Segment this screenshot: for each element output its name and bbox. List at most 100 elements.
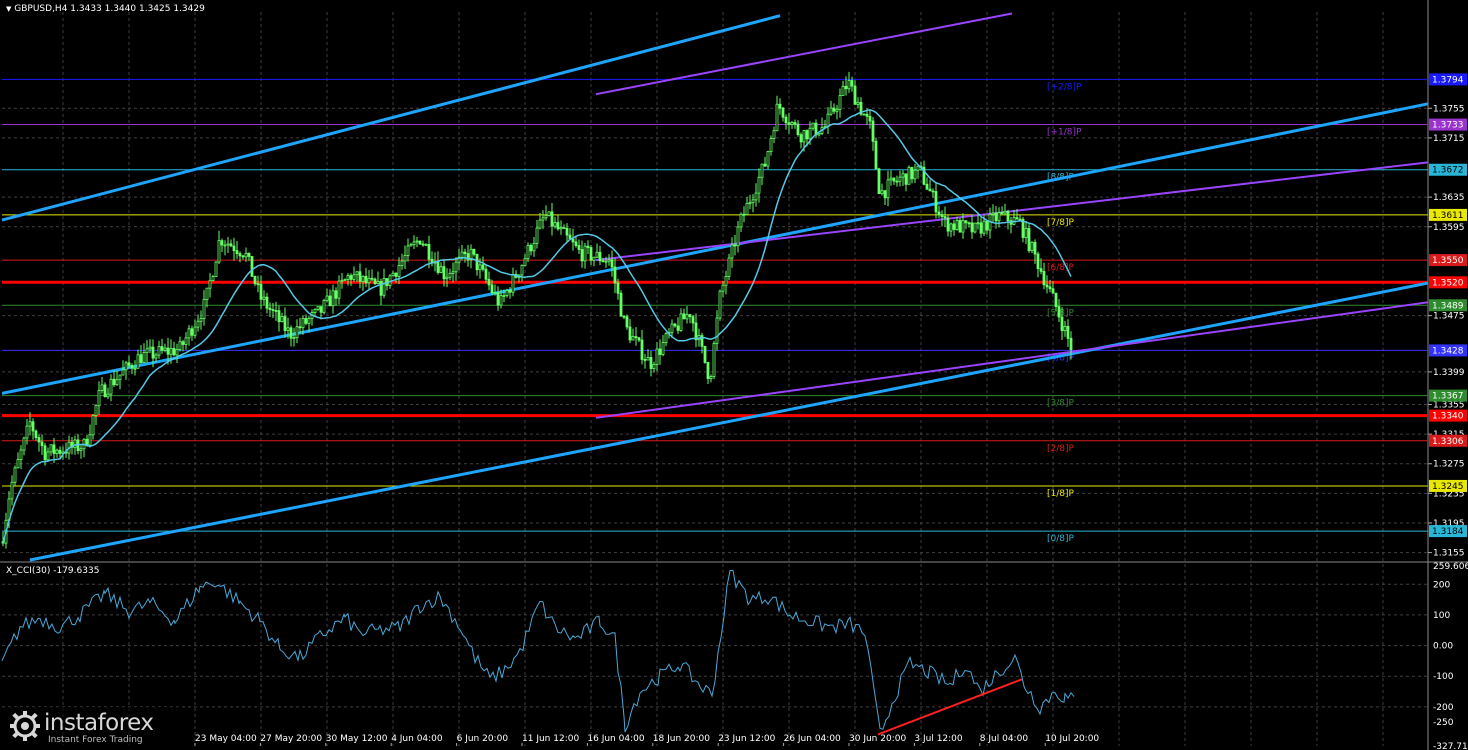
candle-body bbox=[127, 362, 131, 366]
candle-body bbox=[175, 349, 179, 356]
time-tick-label: 30 Jun 20:00 bbox=[849, 734, 906, 744]
candle-body bbox=[31, 421, 35, 432]
murrey-price-tag-label: 1.3489 bbox=[1432, 301, 1464, 311]
murrey-price-tag-label: 1.3550 bbox=[1432, 256, 1464, 266]
candle-body bbox=[811, 122, 815, 129]
candle-body bbox=[442, 266, 446, 280]
candle-body bbox=[181, 341, 185, 345]
candle-body bbox=[382, 278, 386, 296]
candle-body bbox=[37, 437, 41, 443]
red-line-price-tag-label: 1.3340 bbox=[1432, 412, 1464, 422]
cci-divergence-line bbox=[877, 678, 1023, 736]
candle-body bbox=[745, 202, 749, 215]
candle-body bbox=[169, 348, 173, 355]
candle-body bbox=[211, 276, 215, 282]
instaforex-logo-icon bbox=[10, 711, 40, 741]
murrey-price-tag-bg bbox=[1429, 118, 1467, 131]
candle-body bbox=[997, 212, 1001, 222]
candle-body bbox=[259, 283, 263, 300]
candle-body bbox=[205, 287, 209, 300]
candle-body bbox=[379, 281, 383, 296]
candle-body bbox=[151, 346, 155, 359]
candle-body bbox=[856, 101, 860, 105]
murrey-price-tag-bg bbox=[1429, 344, 1467, 357]
candle-body bbox=[685, 314, 689, 320]
candle-body bbox=[142, 352, 146, 363]
candle-body bbox=[502, 295, 506, 297]
candle-body bbox=[112, 378, 116, 386]
candle-body bbox=[271, 309, 275, 311]
candle-body bbox=[109, 378, 113, 395]
candle-body bbox=[319, 306, 323, 313]
price-tick-label: 1.3715 bbox=[1433, 134, 1465, 144]
candle-body bbox=[376, 281, 380, 285]
candle-body bbox=[832, 107, 836, 112]
candle-body bbox=[958, 220, 962, 233]
candle-body bbox=[817, 133, 821, 136]
candle-body bbox=[829, 107, 833, 115]
murrey-label: [0/8]P bbox=[1047, 534, 1075, 544]
candle-body bbox=[598, 251, 602, 262]
price-tick-label: 1.3595 bbox=[1433, 223, 1465, 233]
candle-body bbox=[913, 169, 917, 180]
time-tick-label: 30 May 12:00 bbox=[326, 734, 388, 744]
candle-body bbox=[19, 449, 23, 461]
candle-body bbox=[664, 333, 668, 343]
murrey-label: [4/8]P bbox=[1047, 353, 1075, 363]
candle-body bbox=[358, 271, 362, 282]
candle-body bbox=[262, 296, 266, 300]
candle-body bbox=[565, 228, 569, 236]
candle-body bbox=[973, 222, 977, 233]
candle-body bbox=[424, 244, 428, 246]
candle-body bbox=[529, 244, 533, 252]
candle-body bbox=[145, 348, 149, 353]
cci-tick-label: -100 bbox=[1433, 672, 1454, 682]
candle-body bbox=[739, 213, 743, 228]
red-line-price-tag-label: 1.3520 bbox=[1432, 278, 1464, 288]
murrey-price-tag-label: 1.3672 bbox=[1432, 166, 1464, 176]
candle-body bbox=[277, 310, 281, 322]
candle-body bbox=[274, 310, 278, 312]
candle-body bbox=[952, 223, 956, 230]
candle-body bbox=[943, 216, 947, 219]
support-resistance-lines bbox=[2, 280, 1428, 418]
candle-body bbox=[298, 326, 302, 329]
candle-body bbox=[640, 339, 644, 360]
candle-body bbox=[646, 357, 650, 361]
cci-tick-label: 100 bbox=[1433, 611, 1450, 621]
candle-body bbox=[166, 347, 170, 355]
candle-body bbox=[415, 240, 419, 243]
candle-body bbox=[580, 249, 584, 262]
red-line-price-tag-bg bbox=[1429, 409, 1467, 422]
murrey-price-tag-bg bbox=[1429, 299, 1467, 312]
murrey-price-tag-bg bbox=[1429, 389, 1467, 402]
candle-body bbox=[457, 256, 461, 263]
candle-body bbox=[325, 295, 329, 301]
candle-body bbox=[691, 316, 695, 324]
cci-tick-label: -327.719 bbox=[1433, 742, 1468, 750]
candle-body bbox=[1000, 212, 1004, 214]
candle-body bbox=[544, 215, 548, 219]
candle-body bbox=[979, 222, 983, 234]
candle-body bbox=[604, 260, 608, 263]
candle-body bbox=[928, 188, 932, 192]
candle-body bbox=[337, 280, 341, 299]
candle-body bbox=[400, 260, 404, 267]
candle-body bbox=[592, 256, 596, 261]
murrey-price-tag-bg bbox=[1429, 525, 1467, 538]
candle-body bbox=[784, 116, 788, 124]
candle-body bbox=[154, 354, 158, 359]
candle-body bbox=[583, 245, 587, 262]
time-tick-label: 27 May 20:00 bbox=[260, 734, 322, 744]
time-tick-label: 11 Jun 12:00 bbox=[522, 734, 579, 744]
candle-body bbox=[265, 296, 269, 309]
price-tick-label: 1.3399 bbox=[1433, 368, 1465, 378]
candle-body bbox=[637, 337, 641, 341]
candle-body bbox=[295, 326, 299, 339]
candle-body bbox=[718, 290, 722, 319]
candle-body bbox=[322, 300, 326, 313]
candle-body bbox=[1036, 253, 1040, 269]
candle-body bbox=[367, 277, 371, 284]
murrey-price-tag-bg bbox=[1429, 163, 1467, 176]
